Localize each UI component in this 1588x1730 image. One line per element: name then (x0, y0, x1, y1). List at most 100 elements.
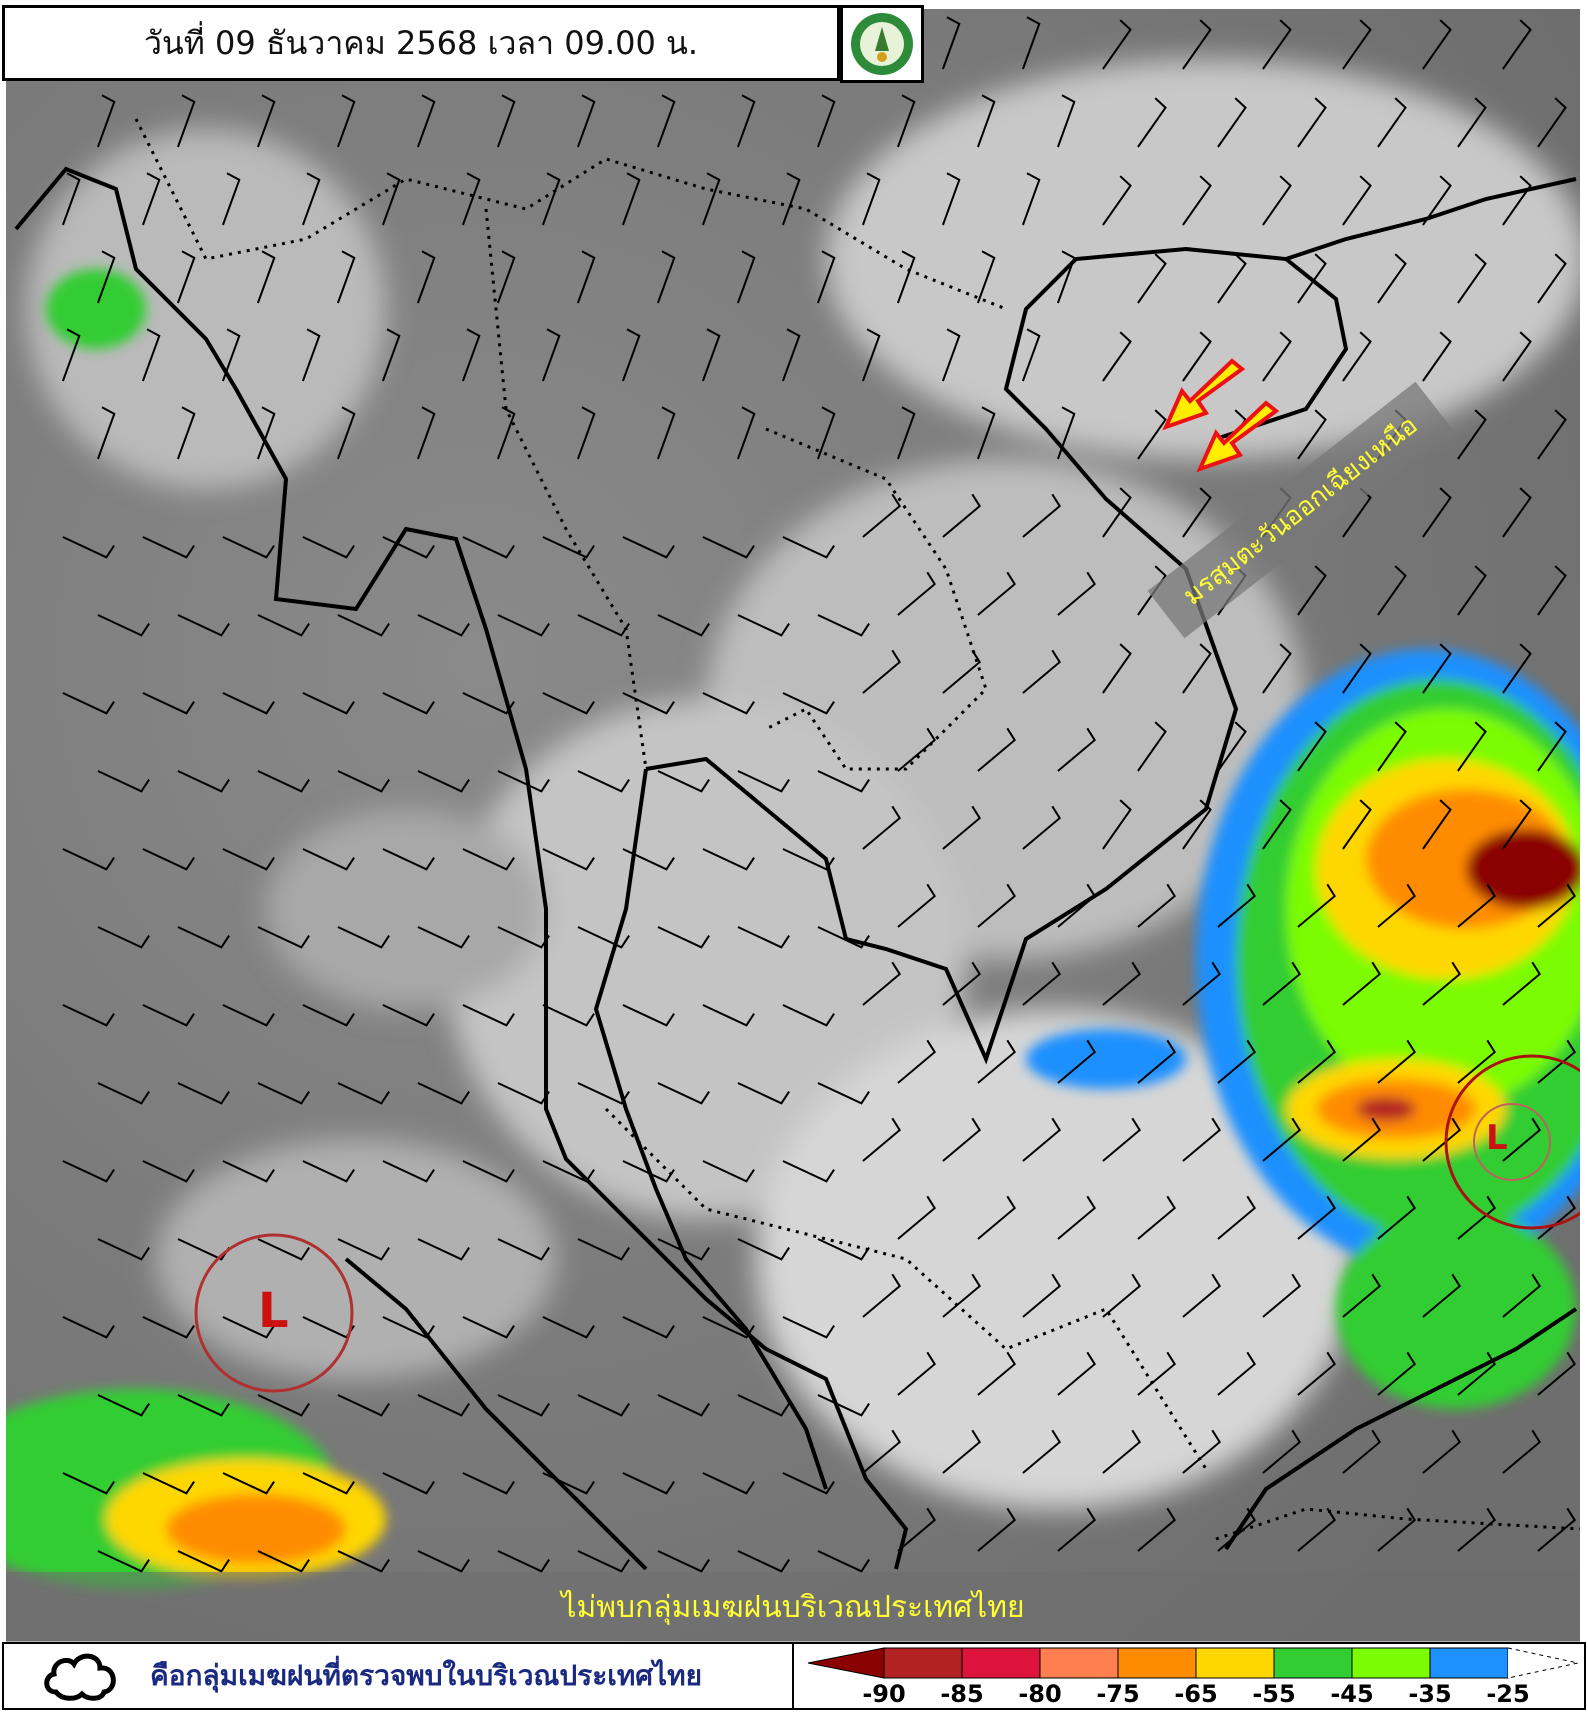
scale-tick-label: -90 (862, 1680, 905, 1708)
cloud-cover (26, 59, 1580, 1509)
wind-barb (622, 1004, 675, 1027)
wind-barb (337, 1550, 390, 1573)
wind-barb (1137, 1195, 1177, 1240)
wind-barb (657, 614, 710, 637)
wind-barb (1422, 1429, 1462, 1474)
wind-barb (657, 1394, 710, 1417)
wind-barb (1022, 493, 1062, 538)
wind-barb (816, 406, 836, 460)
wind-barb (737, 1238, 790, 1261)
wind-barb (141, 172, 161, 226)
scale-swatch (1429, 1647, 1509, 1679)
wind-barb (622, 1160, 675, 1183)
scale-tick-label: -75 (1096, 1680, 1139, 1708)
scale-arrow-max (1507, 1647, 1579, 1679)
temperature-color-scale: -90 -85 -80 -75 -65 -55 -45 -35 -25 (792, 1642, 1586, 1710)
wind-barb (897, 883, 937, 928)
wind-barb (221, 328, 241, 382)
wind-barb (62, 1160, 115, 1183)
wind-barb (462, 1472, 515, 1495)
wind-barb (861, 172, 881, 226)
wind-barb (781, 328, 801, 382)
wind-barb (1021, 328, 1041, 382)
wind-barb (142, 692, 195, 715)
wind-barb (1182, 19, 1212, 70)
wind-barb (1502, 19, 1532, 70)
wind-barb (497, 1238, 550, 1261)
wind-barb (1262, 19, 1292, 70)
wind-barb (222, 1004, 275, 1027)
wind-barb (1022, 1117, 1062, 1162)
arrow-icon (1196, 400, 1280, 473)
wind-barb (657, 770, 710, 793)
wind-barb (862, 1273, 902, 1318)
wind-barb (1297, 721, 1327, 772)
wind-barb (577, 1394, 630, 1417)
wind-barb (1217, 253, 1247, 304)
wind-barb (62, 536, 115, 559)
wind-barb (462, 848, 515, 871)
wind-barb (622, 1472, 675, 1495)
wind-barb (1217, 721, 1247, 772)
wind-barb (622, 536, 675, 559)
monsoon-arrows (1162, 358, 1280, 473)
scale-swatch (1195, 1647, 1275, 1679)
wind-barb (897, 1195, 937, 1240)
wind-barb (1377, 1351, 1417, 1396)
wind-barb (577, 1550, 630, 1573)
wind-barb (302, 692, 355, 715)
wind-barb (1342, 1117, 1382, 1162)
wind-barb (1182, 487, 1212, 538)
wind-barb (142, 1472, 195, 1495)
wind-barb (257, 1082, 310, 1105)
wind-barb (337, 770, 390, 793)
wind-barb (977, 883, 1017, 928)
wind-barb (736, 250, 756, 304)
low-pressure-inner-circle (1473, 1103, 1551, 1181)
wind-barb (222, 1160, 275, 1183)
wind-barb (1021, 172, 1041, 226)
wind-barb (97, 1082, 150, 1105)
wind-barb (1217, 1039, 1257, 1084)
wind-barb (782, 536, 835, 559)
wind-barb (976, 250, 996, 304)
wind-barb (816, 250, 836, 304)
wind-barb (577, 926, 630, 949)
scale-tick-label: -25 (1486, 1680, 1529, 1708)
wind-barb (657, 1238, 710, 1261)
wind-barb (462, 1316, 515, 1339)
wind-barb (701, 172, 721, 226)
wind-barb (1137, 253, 1167, 304)
wind-barb (1422, 961, 1462, 1006)
wind-barb (1102, 1273, 1142, 1318)
wind-barb (1502, 961, 1542, 1006)
wind-barb (61, 328, 81, 382)
wind-barb (382, 848, 435, 871)
wind-barb (861, 328, 881, 382)
wind-barb (382, 1004, 435, 1027)
wind-barb (1021, 16, 1041, 70)
wind-barb (942, 493, 982, 538)
wind-barb (337, 1394, 390, 1417)
wind-barb (897, 571, 937, 616)
wind-barb (862, 1429, 902, 1474)
wind-barb (737, 926, 790, 949)
wind-barb (256, 406, 276, 460)
wind-barb (1457, 97, 1487, 148)
wind-barb (62, 1472, 115, 1495)
wind-barb (977, 727, 1017, 772)
wind-barb (1262, 643, 1292, 694)
wind-barb (1137, 1351, 1177, 1396)
wind-barb (221, 172, 241, 226)
wind-barb (1297, 1351, 1337, 1396)
scale-swatch (1117, 1647, 1197, 1679)
wind-barb (461, 172, 481, 226)
wind-barb (1502, 643, 1532, 694)
wind-barb (1057, 1351, 1097, 1396)
wind-barb (977, 1507, 1017, 1552)
wind-barb (542, 1160, 595, 1183)
wind-barb (977, 571, 1017, 616)
wind-barb (621, 328, 641, 382)
wind-barb (1342, 643, 1372, 694)
wind-barb (897, 1351, 937, 1396)
